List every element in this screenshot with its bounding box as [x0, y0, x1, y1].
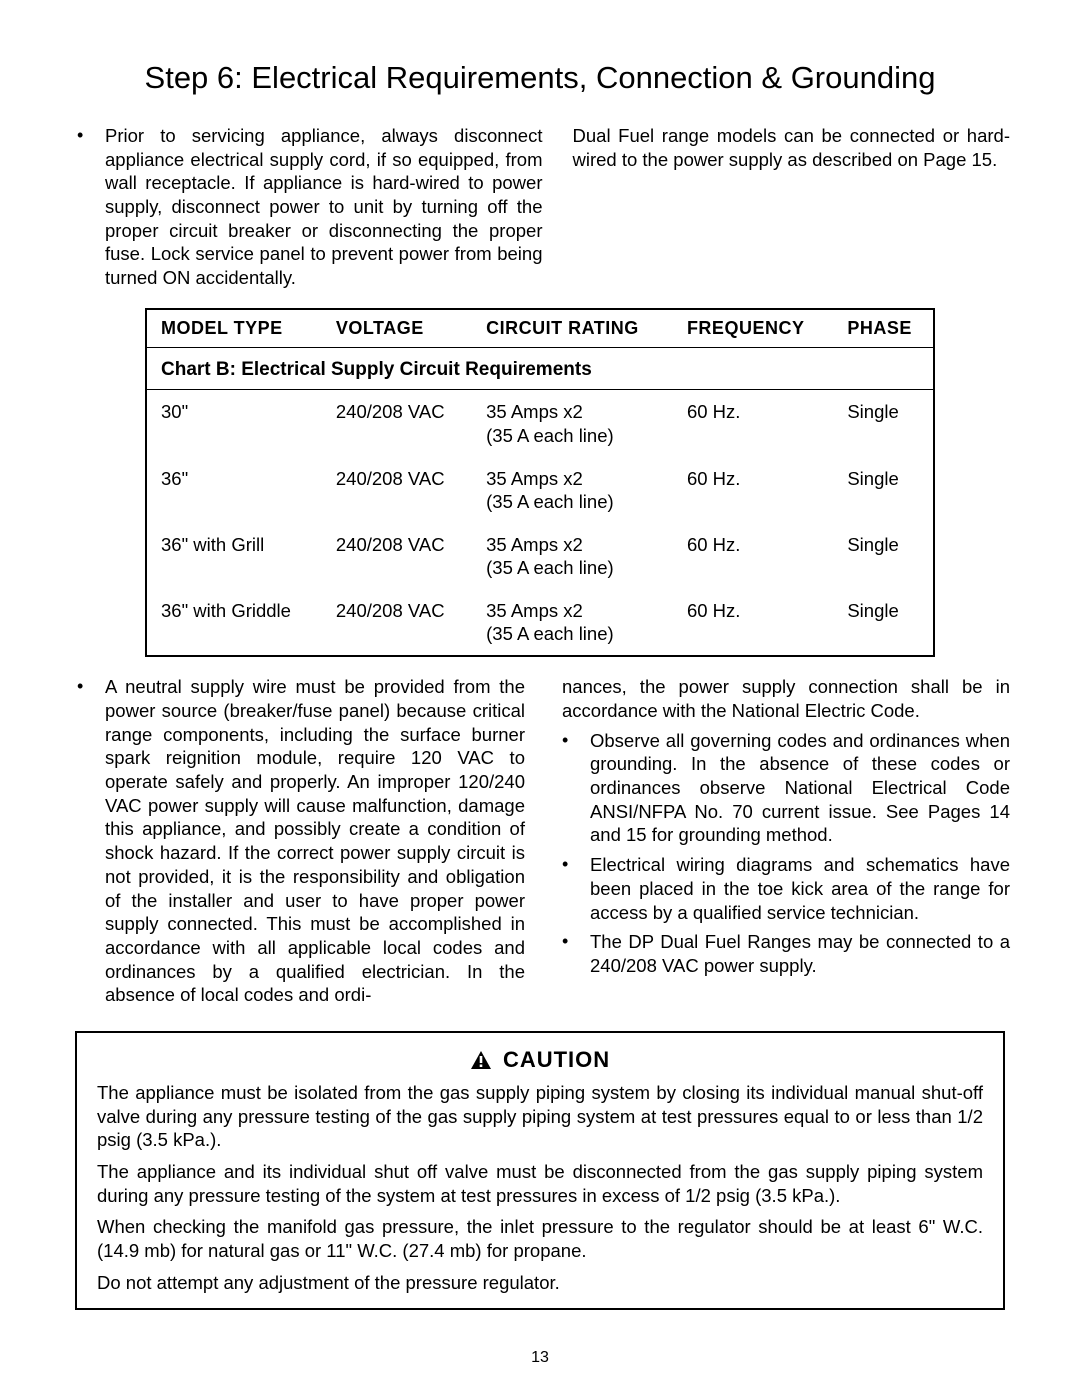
cell-freq: 60 Hz. — [673, 523, 833, 589]
lower-right-leadin: nances, the power supply connection shal… — [562, 675, 1010, 722]
cell-model: 30" — [146, 390, 322, 457]
cell-freq: 60 Hz. — [673, 457, 833, 523]
lower-right-list: Observe all governing codes and ordinanc… — [590, 729, 1010, 978]
cell-phase: Single — [833, 589, 934, 656]
lower-right-bullet: The DP Dual Fuel Ranges may be connected… — [590, 930, 1010, 977]
table-row: 36" with Grill 240/208 VAC 35 Amps x2 (3… — [146, 523, 934, 589]
cell-freq: 60 Hz. — [673, 589, 833, 656]
caution-label: CAUTION — [503, 1047, 610, 1072]
cell-circuit: 35 Amps x2 (35 A each line) — [472, 523, 673, 589]
cell-model: 36" with Griddle — [146, 589, 322, 656]
cell-model: 36" with Grill — [146, 523, 322, 589]
cell-circuit: 35 Amps x2 (35 A each line) — [472, 457, 673, 523]
chart-header-circuit: CIRCUIT RATING — [472, 309, 673, 348]
lower-left-column: A neutral supply wire must be provided f… — [70, 675, 525, 1012]
chart-b-table: Chart B: Electrical Supply Circuit Requi… — [145, 308, 935, 658]
lower-left-bullet: A neutral supply wire must be provided f… — [105, 675, 525, 1006]
caution-paragraph: The appliance and its individual shut of… — [97, 1160, 983, 1207]
cell-voltage: 240/208 VAC — [322, 457, 472, 523]
cell-model: 36" — [146, 457, 322, 523]
chart-header-frequency: FREQUENCY — [673, 309, 833, 348]
lower-left-list: A neutral supply wire must be provided f… — [105, 675, 525, 1006]
intro-right-column: Dual Fuel range models can be connected … — [573, 124, 1011, 296]
cell-circuit: 35 Amps x2 (35 A each line) — [472, 390, 673, 457]
chart-b-wrap: Chart B: Electrical Supply Circuit Requi… — [145, 308, 935, 658]
chart-title-row: Chart B: Electrical Supply Circuit Requi… — [146, 347, 934, 390]
cell-voltage: 240/208 VAC — [322, 390, 472, 457]
cell-phase: Single — [833, 457, 934, 523]
intro-right-text: Dual Fuel range models can be connected … — [573, 124, 1011, 171]
intro-left-list: Prior to servicing appliance, always dis… — [105, 124, 543, 290]
warning-icon — [470, 1047, 503, 1072]
chart-header-voltage: VOLTAGE — [322, 309, 472, 348]
cell-circuit: 35 Amps x2 (35 A each line) — [472, 589, 673, 656]
cell-voltage: 240/208 VAC — [322, 589, 472, 656]
chart-header-phase: PHASE — [833, 309, 934, 348]
lower-columns: A neutral supply wire must be provided f… — [70, 675, 1010, 1012]
intro-left-column: Prior to servicing appliance, always dis… — [70, 124, 543, 296]
lower-right-bullet: Observe all governing codes and ordinanc… — [590, 729, 1010, 847]
cell-freq: 60 Hz. — [673, 390, 833, 457]
chart-body: 30" 240/208 VAC 35 Amps x2 (35 A each li… — [146, 390, 934, 657]
lower-right-column: nances, the power supply connection shal… — [555, 675, 1010, 1012]
lower-right-bullet: Electrical wiring diagrams and schematic… — [590, 853, 1010, 924]
intro-bullet: Prior to servicing appliance, always dis… — [105, 124, 543, 290]
page-number: 13 — [0, 1349, 1080, 1367]
chart-header-model: MODEL TYPE — [146, 309, 322, 348]
table-row: 36" 240/208 VAC 35 Amps x2 (35 A each li… — [146, 457, 934, 523]
caution-paragraph: Do not attempt any adjustment of the pre… — [97, 1271, 983, 1295]
intro-columns: Prior to servicing appliance, always dis… — [70, 124, 1010, 296]
page-title: Step 6: Electrical Requirements, Connect… — [70, 60, 1010, 96]
caution-paragraph: The appliance must be isolated from the … — [97, 1081, 983, 1152]
cell-voltage: 240/208 VAC — [322, 523, 472, 589]
caution-body: The appliance must be isolated from the … — [97, 1081, 983, 1294]
cell-phase: Single — [833, 390, 934, 457]
caution-paragraph: When checking the manifold gas pressure,… — [97, 1215, 983, 1262]
cell-phase: Single — [833, 523, 934, 589]
table-row: 36" with Griddle 240/208 VAC 35 Amps x2 … — [146, 589, 934, 656]
chart-title: Chart B: Electrical Supply Circuit Requi… — [146, 347, 934, 390]
table-row: 30" 240/208 VAC 35 Amps x2 (35 A each li… — [146, 390, 934, 457]
caution-box: CAUTION The appliance must be isolated f… — [75, 1031, 1005, 1310]
chart-header-row: MODEL TYPE VOLTAGE CIRCUIT RATING FREQUE… — [146, 309, 934, 348]
caution-heading: CAUTION — [97, 1047, 983, 1073]
